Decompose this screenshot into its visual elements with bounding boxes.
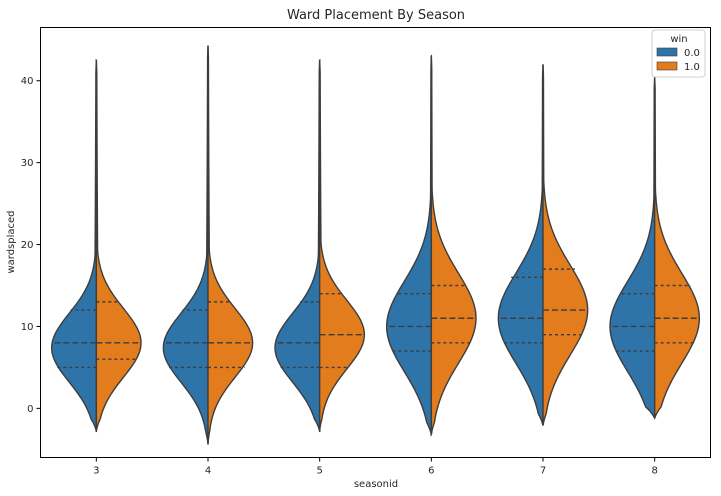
x-tick-label-8: 8 — [651, 466, 657, 477]
y-tick-label-0: 0 — [27, 404, 33, 415]
x-tick-label-3: 3 — [93, 466, 99, 477]
legend-label-0: 0.0 — [684, 48, 700, 59]
x-tick-label-6: 6 — [428, 466, 434, 477]
violin-half-season-8-win-0.0 — [609, 74, 656, 419]
violin-half-season-6-win-1.0 — [430, 54, 477, 437]
y-axis-label: wardsplaced — [6, 210, 17, 273]
violin-half-season-5-win-1.0 — [318, 59, 366, 432]
violin-half-season-4-win-1.0 — [207, 45, 254, 445]
y-tick-label-30: 30 — [21, 158, 34, 169]
y-tick-label-40: 40 — [21, 76, 34, 87]
legend: win 0.0 1.0 — [651, 29, 706, 78]
y-tick-label-10: 10 — [21, 322, 34, 333]
chart-title: Ward Placement By Season — [287, 8, 465, 23]
legend-label-1: 1.0 — [684, 62, 700, 73]
legend-title: win — [670, 34, 687, 45]
violin-half-season-4-win-0.0 — [162, 45, 209, 445]
violin-half-season-5-win-0.0 — [274, 58, 321, 432]
legend-swatch-0 — [656, 47, 678, 57]
legend-swatch-1 — [656, 61, 678, 71]
violin-half-season-6-win-0.0 — [385, 54, 433, 436]
violin-half-season-3-win-0.0 — [50, 59, 98, 432]
x-tick-label-4: 4 — [205, 466, 211, 477]
violin-half-season-3-win-1.0 — [95, 59, 142, 432]
violin-half-season-7-win-1.0 — [542, 64, 589, 426]
y-tick-label-20: 20 — [21, 240, 34, 251]
violin-half-season-8-win-1.0 — [653, 75, 701, 420]
x-tick-label-7: 7 — [540, 466, 546, 477]
plot-frame — [40, 27, 711, 458]
x-axis-label: seasonid — [354, 479, 398, 490]
x-tick-label-5: 5 — [316, 466, 322, 477]
violin-half-season-7-win-0.0 — [497, 64, 544, 426]
